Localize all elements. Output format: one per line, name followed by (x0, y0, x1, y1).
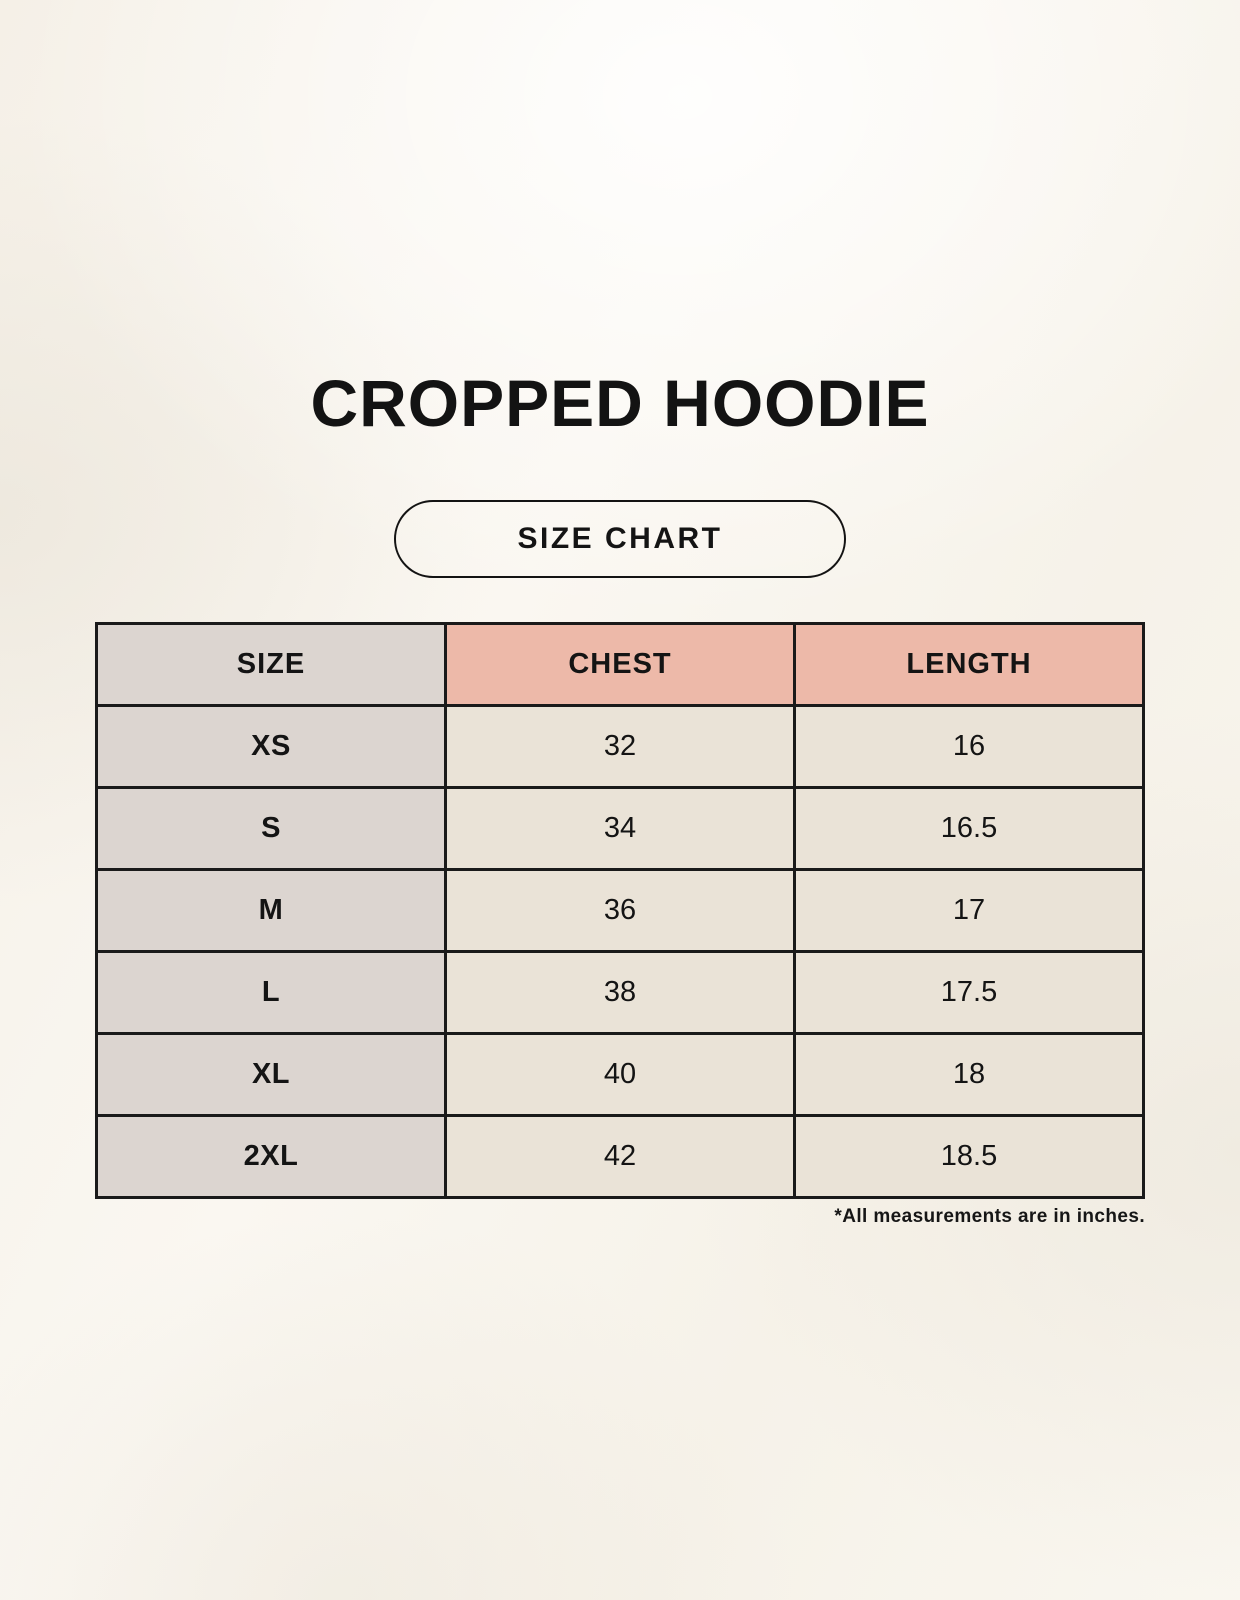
size-label-cell: S (95, 786, 447, 871)
size-label-cell: XL (95, 1032, 447, 1117)
size-chart-badge[interactable]: SIZE CHART (394, 500, 846, 578)
measurement-cell: 17 (793, 868, 1145, 953)
measurement-cell: 38 (444, 950, 796, 1035)
size-label-cell: M (95, 868, 447, 953)
table-row: XS 32 16 (95, 704, 1145, 789)
table-row: L 38 17.5 (95, 950, 1145, 1035)
table-row: 2XL 42 18.5 (95, 1114, 1145, 1199)
measurement-cell: 32 (444, 704, 796, 789)
measurement-cell: 34 (444, 786, 796, 871)
table-row: S 34 16.5 (95, 786, 1145, 871)
measurement-cell: 16.5 (793, 786, 1145, 871)
table-header-row: SIZE CHEST LENGTH (95, 622, 1145, 707)
column-header-length: LENGTH (793, 622, 1145, 707)
measurements-footnote: *All measurements are in inches. (834, 1206, 1145, 1227)
measurement-cell: 18.5 (793, 1114, 1145, 1199)
measurement-cell: 36 (444, 868, 796, 953)
measurement-cell: 18 (793, 1032, 1145, 1117)
table-row: XL 40 18 (95, 1032, 1145, 1117)
column-header-chest: CHEST (444, 622, 796, 707)
size-chart-badge-label: SIZE CHART (517, 522, 723, 555)
measurement-cell: 40 (444, 1032, 796, 1117)
size-table-body: XS 32 16 S 34 16.5 M 36 17 L 38 17.5 XL 40 18 2XL 42 18.5 (95, 704, 1145, 1199)
measurement-cell: 17.5 (793, 950, 1145, 1035)
table-row: M 36 17 (95, 868, 1145, 953)
size-label-cell: XS (95, 704, 447, 789)
measurement-cell: 16 (793, 704, 1145, 789)
size-label-cell: L (95, 950, 447, 1035)
size-table: SIZE CHEST LENGTH XS 32 16 S 34 16.5 M 36 17 L 38 1… (95, 622, 1145, 1199)
column-header-size: SIZE (95, 622, 447, 707)
size-label-cell: 2XL (95, 1114, 447, 1199)
measurement-cell: 42 (444, 1114, 796, 1199)
product-title: CROPPED HOODIE (310, 366, 930, 440)
